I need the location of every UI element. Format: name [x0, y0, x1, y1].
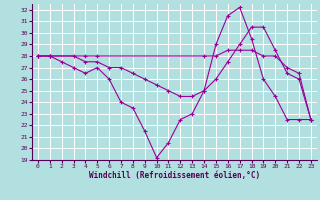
X-axis label: Windchill (Refroidissement éolien,°C): Windchill (Refroidissement éolien,°C) [89, 171, 260, 180]
